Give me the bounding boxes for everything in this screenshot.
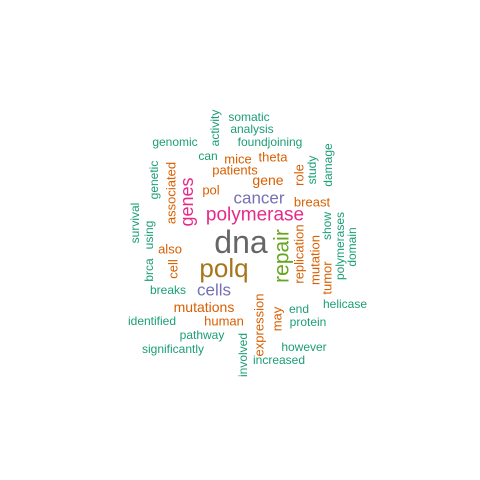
word-damage: damage <box>321 143 335 187</box>
word-activity: activity <box>208 109 222 147</box>
word-however: however <box>281 340 327 354</box>
word-study: study <box>305 155 319 185</box>
word-pathway: pathway <box>179 328 225 342</box>
word-mice: mice <box>224 151 252 167</box>
word-can: can <box>198 149 218 163</box>
word-polymerase: polymerase <box>205 204 305 226</box>
word-foundjoining: foundjoining <box>237 135 303 149</box>
word-breast: breast <box>293 194 331 210</box>
word-protein: protein <box>289 315 327 329</box>
word-survival: survival <box>128 202 142 244</box>
word-role: role <box>291 164 307 186</box>
word-may: may <box>269 306 285 332</box>
word-breaks: breaks <box>149 283 187 297</box>
word-polq: polq <box>199 253 249 283</box>
word-significantly: significantly <box>141 342 205 356</box>
word-cell: cell <box>165 259 181 279</box>
word-cancer: cancer <box>233 188 285 208</box>
word-associated: associated <box>163 161 179 225</box>
word-also: also <box>158 241 182 257</box>
word-dna: dna <box>214 224 268 260</box>
word-patients: patients <box>212 162 258 178</box>
word-increased: increased <box>252 353 306 367</box>
word-helicase: helicase <box>322 297 368 311</box>
word-brca: brca <box>142 258 156 282</box>
word-pol: pol <box>202 182 220 198</box>
word-domain: domain <box>345 227 359 267</box>
word-genes: genes <box>177 177 197 227</box>
word-somatic: somatic <box>228 110 270 124</box>
word-theta: theta <box>258 149 288 165</box>
word-human: human <box>204 313 244 329</box>
word-genomic: genomic <box>152 135 198 149</box>
word-show: show <box>320 211 334 241</box>
word-genetic: genetic <box>147 160 161 200</box>
word-expression: expression <box>251 293 267 357</box>
word-analysis: analysis <box>230 122 274 136</box>
word-involved: involved <box>236 332 250 378</box>
word-replication: replication <box>291 224 307 284</box>
word-using: using <box>142 220 156 250</box>
word-tumor: tumor <box>319 261 335 295</box>
word-identified: identified <box>127 314 177 328</box>
word-cells: cells <box>196 280 232 300</box>
word-mutations: mutations <box>173 299 235 315</box>
word-repair: repair <box>270 229 294 283</box>
word-gene: gene <box>252 172 284 188</box>
word-end: end <box>288 302 310 316</box>
